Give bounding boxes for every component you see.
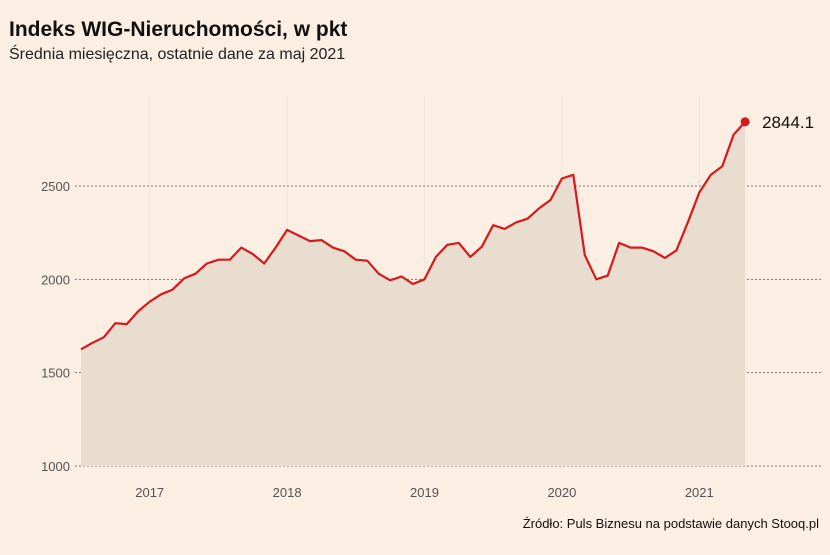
- series-line: [80, 121, 746, 351]
- chart-subtitle: Średnia miesięczna, ostatnie dane za maj…: [9, 46, 346, 63]
- chart-title: Indeks WIG-Nieruchomości, w pkt: [9, 18, 348, 41]
- x-tick-label: 2021: [685, 485, 714, 500]
- x-tick-label: 2019: [410, 485, 439, 500]
- end-point-marker: [740, 117, 750, 127]
- source-note: Źródło: Puls Biznesu na podstawie danych…: [522, 516, 819, 531]
- y-tick-label: 2500: [41, 179, 70, 194]
- x-tick-label: 2020: [547, 485, 576, 500]
- x-tick-label: 2018: [273, 485, 302, 500]
- y-axis-ticks: 1000 1500 2000 2500: [41, 179, 70, 474]
- area-fill: [81, 121, 746, 467]
- y-tick-label: 2000: [41, 272, 70, 287]
- y-tick-label: 1000: [41, 459, 70, 474]
- x-tick-label: 2017: [135, 485, 164, 500]
- x-axis-ticks: 2017 2018 2019 2020 2021: [135, 485, 714, 500]
- y-tick-label: 1500: [41, 366, 70, 381]
- end-value-label: 2844.1: [762, 113, 814, 132]
